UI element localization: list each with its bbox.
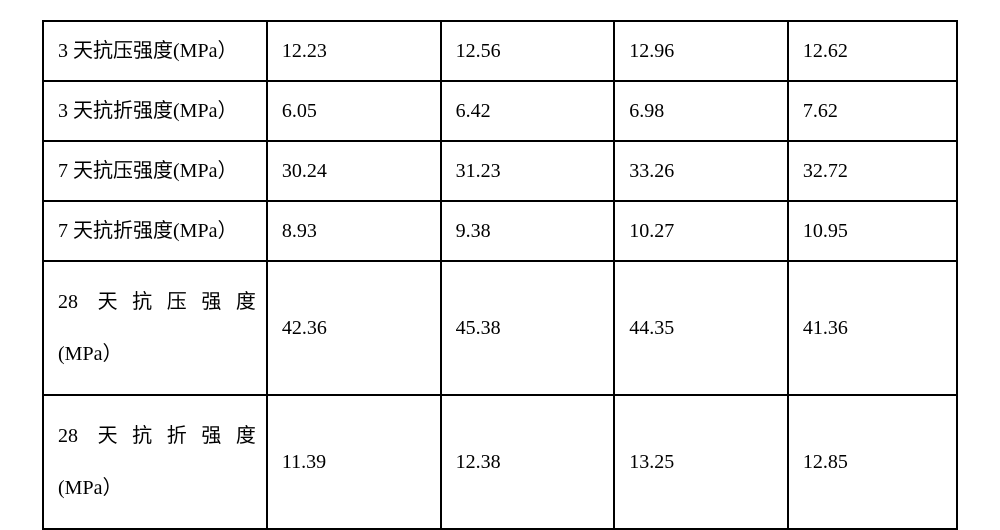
- row-label: 28 天抗压强度 (MPa）: [43, 261, 267, 395]
- cell: 45.38: [441, 261, 615, 395]
- row-label: 3 天抗折强度(MPa）: [43, 81, 267, 141]
- cell: 9.38: [441, 201, 615, 261]
- cell: 10.27: [614, 201, 788, 261]
- table-row: 3 天抗折强度(MPa） 6.05 6.42 6.98 7.62: [43, 81, 957, 141]
- cell: 32.72: [788, 141, 957, 201]
- page: 3 天抗压强度(MPa） 12.23 12.56 12.96 12.62 3 天…: [0, 0, 1000, 512]
- cell: 12.56: [441, 21, 615, 81]
- cell: 11.39: [267, 395, 441, 529]
- cell: 12.62: [788, 21, 957, 81]
- row-label-line1: 28 天抗折强度: [58, 410, 256, 462]
- strength-table: 3 天抗压强度(MPa） 12.23 12.56 12.96 12.62 3 天…: [42, 20, 958, 530]
- row-label: 28 天抗折强度 (MPa）: [43, 395, 267, 529]
- table-row: 7 天抗折强度(MPa） 8.93 9.38 10.27 10.95: [43, 201, 957, 261]
- cell: 7.62: [788, 81, 957, 141]
- row-label: 7 天抗压强度(MPa）: [43, 141, 267, 201]
- cell: 6.42: [441, 81, 615, 141]
- row-label: 7 天抗折强度(MPa）: [43, 201, 267, 261]
- table-body: 3 天抗压强度(MPa） 12.23 12.56 12.96 12.62 3 天…: [43, 21, 957, 529]
- cell: 12.38: [441, 395, 615, 529]
- table-row: 7 天抗压强度(MPa） 30.24 31.23 33.26 32.72: [43, 141, 957, 201]
- cell: 41.36: [788, 261, 957, 395]
- row-label: 3 天抗压强度(MPa）: [43, 21, 267, 81]
- row-label-line2: (MPa）: [58, 328, 256, 380]
- cell: 30.24: [267, 141, 441, 201]
- cell: 12.85: [788, 395, 957, 529]
- table-row: 28 天抗压强度 (MPa） 42.36 45.38 44.35 41.36: [43, 261, 957, 395]
- cell: 33.26: [614, 141, 788, 201]
- cell: 12.96: [614, 21, 788, 81]
- table-row: 28 天抗折强度 (MPa） 11.39 12.38 13.25 12.85: [43, 395, 957, 529]
- cell: 31.23: [441, 141, 615, 201]
- cell: 12.23: [267, 21, 441, 81]
- cell: 6.05: [267, 81, 441, 141]
- cell: 8.93: [267, 201, 441, 261]
- cell: 13.25: [614, 395, 788, 529]
- row-label-line1: 28 天抗压强度: [58, 276, 256, 328]
- cell: 10.95: [788, 201, 957, 261]
- table-row: 3 天抗压强度(MPa） 12.23 12.56 12.96 12.62: [43, 21, 957, 81]
- row-label-line2: (MPa）: [58, 462, 256, 514]
- cell: 6.98: [614, 81, 788, 141]
- cell: 42.36: [267, 261, 441, 395]
- cell: 44.35: [614, 261, 788, 395]
